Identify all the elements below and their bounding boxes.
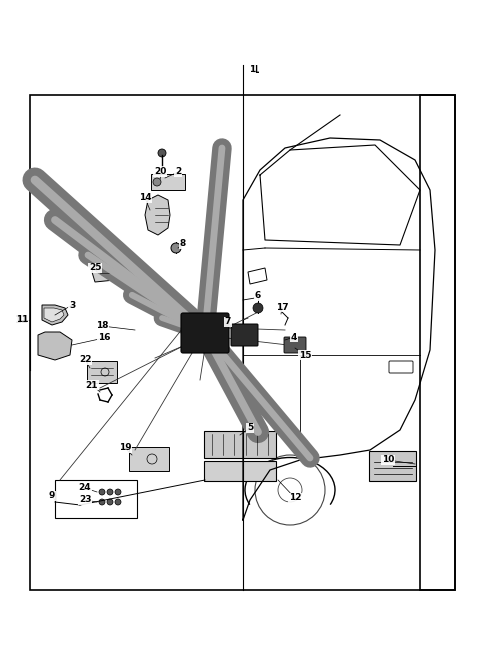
Text: 6: 6 — [255, 291, 261, 301]
Text: 17: 17 — [276, 303, 288, 312]
Circle shape — [253, 303, 263, 313]
Circle shape — [153, 178, 161, 186]
Bar — [55, 480, 137, 518]
Polygon shape — [145, 195, 170, 235]
Circle shape — [158, 149, 166, 157]
FancyBboxPatch shape — [181, 313, 229, 353]
Text: 16: 16 — [98, 333, 110, 343]
Text: 1: 1 — [252, 65, 260, 75]
Bar — [420, 95, 455, 590]
FancyBboxPatch shape — [87, 361, 117, 383]
FancyBboxPatch shape — [204, 431, 276, 458]
Text: 24: 24 — [79, 483, 91, 493]
Text: 15: 15 — [299, 350, 311, 360]
Circle shape — [115, 489, 121, 495]
Bar — [30, 95, 455, 590]
Circle shape — [99, 499, 105, 505]
Text: 5: 5 — [247, 424, 253, 432]
Text: 11: 11 — [16, 316, 28, 324]
Text: 20: 20 — [154, 168, 166, 176]
Polygon shape — [92, 260, 118, 282]
Text: 23: 23 — [79, 495, 91, 504]
Text: 3: 3 — [69, 301, 75, 310]
Circle shape — [107, 489, 113, 495]
Circle shape — [171, 243, 181, 253]
Text: 11: 11 — [15, 315, 29, 325]
Text: 10: 10 — [382, 455, 394, 464]
FancyBboxPatch shape — [231, 324, 258, 346]
Text: 8: 8 — [180, 240, 186, 248]
Text: 9: 9 — [49, 491, 55, 500]
Circle shape — [99, 489, 105, 495]
Polygon shape — [42, 305, 68, 325]
Circle shape — [107, 499, 113, 505]
Text: 1: 1 — [249, 66, 255, 75]
Text: 14: 14 — [139, 193, 151, 202]
Text: 25: 25 — [89, 263, 101, 272]
Text: 18: 18 — [96, 322, 108, 331]
FancyBboxPatch shape — [284, 337, 306, 353]
Text: 7: 7 — [225, 318, 231, 326]
Text: 4: 4 — [291, 333, 297, 341]
FancyBboxPatch shape — [151, 174, 185, 190]
Polygon shape — [38, 332, 72, 360]
FancyBboxPatch shape — [204, 461, 276, 481]
Text: 22: 22 — [79, 356, 91, 364]
Circle shape — [115, 499, 121, 505]
FancyBboxPatch shape — [369, 451, 416, 481]
Text: 2: 2 — [175, 168, 181, 176]
Text: 21: 21 — [86, 381, 98, 390]
Text: 12: 12 — [289, 493, 301, 502]
Text: 19: 19 — [119, 443, 132, 453]
Polygon shape — [44, 308, 64, 322]
FancyBboxPatch shape — [129, 447, 169, 471]
